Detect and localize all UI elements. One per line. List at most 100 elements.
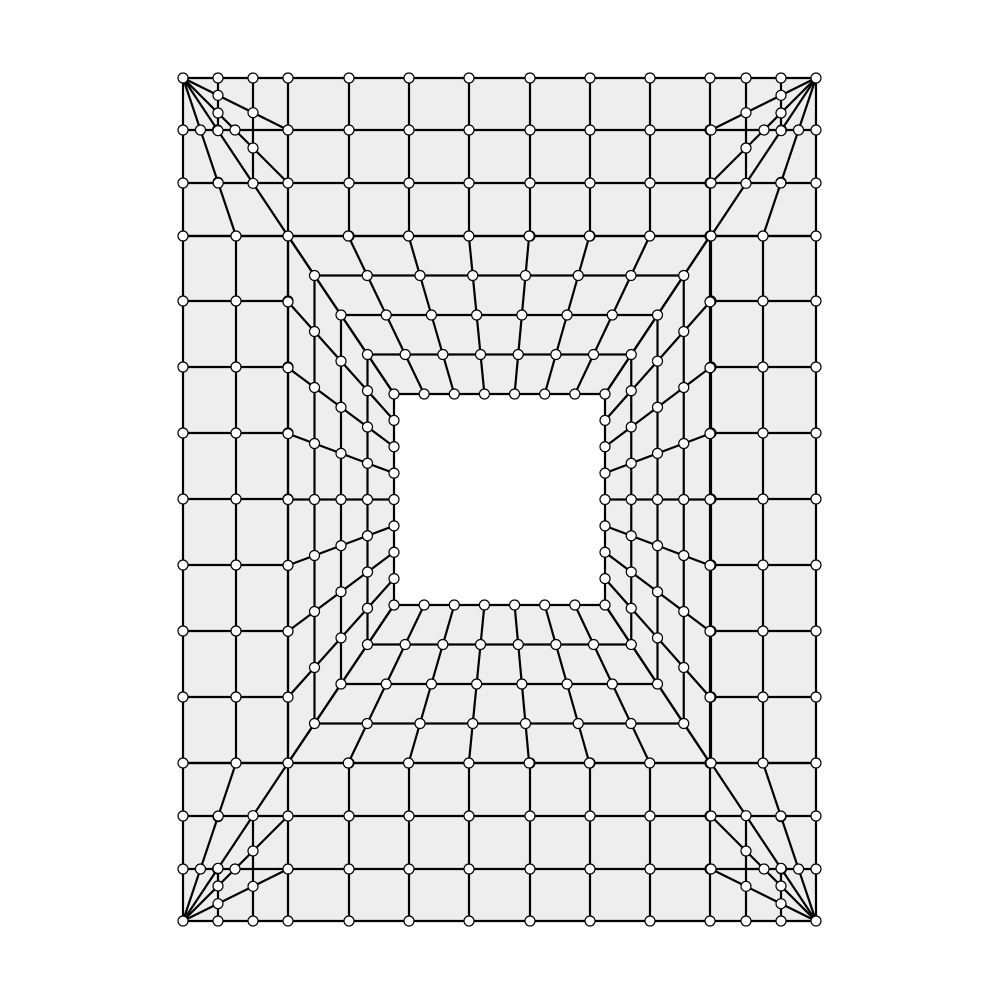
node [599,467,611,479]
node [361,385,374,397]
node [212,89,224,101]
node [212,915,224,927]
node [810,230,822,242]
node [361,638,374,651]
node [230,230,242,242]
edge [604,390,633,422]
edge [385,644,407,685]
node [467,717,479,730]
node [810,427,822,439]
node [584,124,596,136]
node [212,862,224,874]
edge [566,683,580,724]
node [705,863,717,875]
node [361,566,374,578]
node [625,421,637,433]
edge [710,77,817,131]
edge [710,77,817,237]
edge [573,604,595,645]
node [757,493,769,505]
node [342,230,354,242]
node [177,810,189,822]
node [599,441,611,453]
node [308,549,321,562]
edge [366,604,395,646]
node [516,678,528,690]
edge [604,604,633,646]
node [599,493,611,506]
node [792,863,805,875]
node [583,230,596,242]
node [524,915,536,927]
edge [630,607,659,639]
node [467,269,479,282]
node [569,388,581,400]
node [212,898,224,910]
node [388,493,400,506]
node [388,388,400,400]
node [308,325,321,338]
node [524,124,536,136]
node [437,348,449,361]
node [282,296,294,308]
edge [347,723,369,764]
mesh-face [183,78,816,921]
node [644,124,656,136]
node [572,269,584,282]
node [644,177,656,189]
node [177,863,189,875]
node [758,124,770,136]
node [177,72,189,84]
edge [340,360,369,392]
node [561,309,573,321]
edge [630,723,651,764]
node [308,717,321,730]
node [463,72,475,84]
node [757,361,769,373]
node [810,863,822,875]
node [247,72,259,84]
node [212,72,224,84]
edge [517,644,523,685]
node [651,586,664,598]
node [418,599,430,611]
node [678,549,690,562]
node [561,678,573,690]
node [403,810,415,822]
edge [566,275,580,316]
edge [656,637,685,669]
edge [520,275,527,316]
node [282,810,294,822]
node [361,493,374,506]
node [282,493,294,506]
edge [366,390,395,422]
node [775,915,787,927]
node [361,717,373,730]
node [678,605,690,618]
node [678,325,690,338]
edge [630,360,659,392]
node [587,638,600,651]
node [474,348,487,361]
node [388,573,400,585]
node [177,177,189,189]
edge [524,235,531,276]
node [282,559,294,571]
edge [366,275,388,316]
edge [761,77,818,237]
node [402,757,415,769]
node [335,678,347,690]
edge [471,275,478,316]
node [810,124,822,136]
node [512,348,524,361]
node [448,388,460,400]
node [539,599,551,611]
node [194,863,207,875]
node [757,230,769,242]
node [644,915,656,927]
edge [604,577,633,609]
node [757,559,769,571]
node [282,691,294,703]
node [282,72,294,84]
